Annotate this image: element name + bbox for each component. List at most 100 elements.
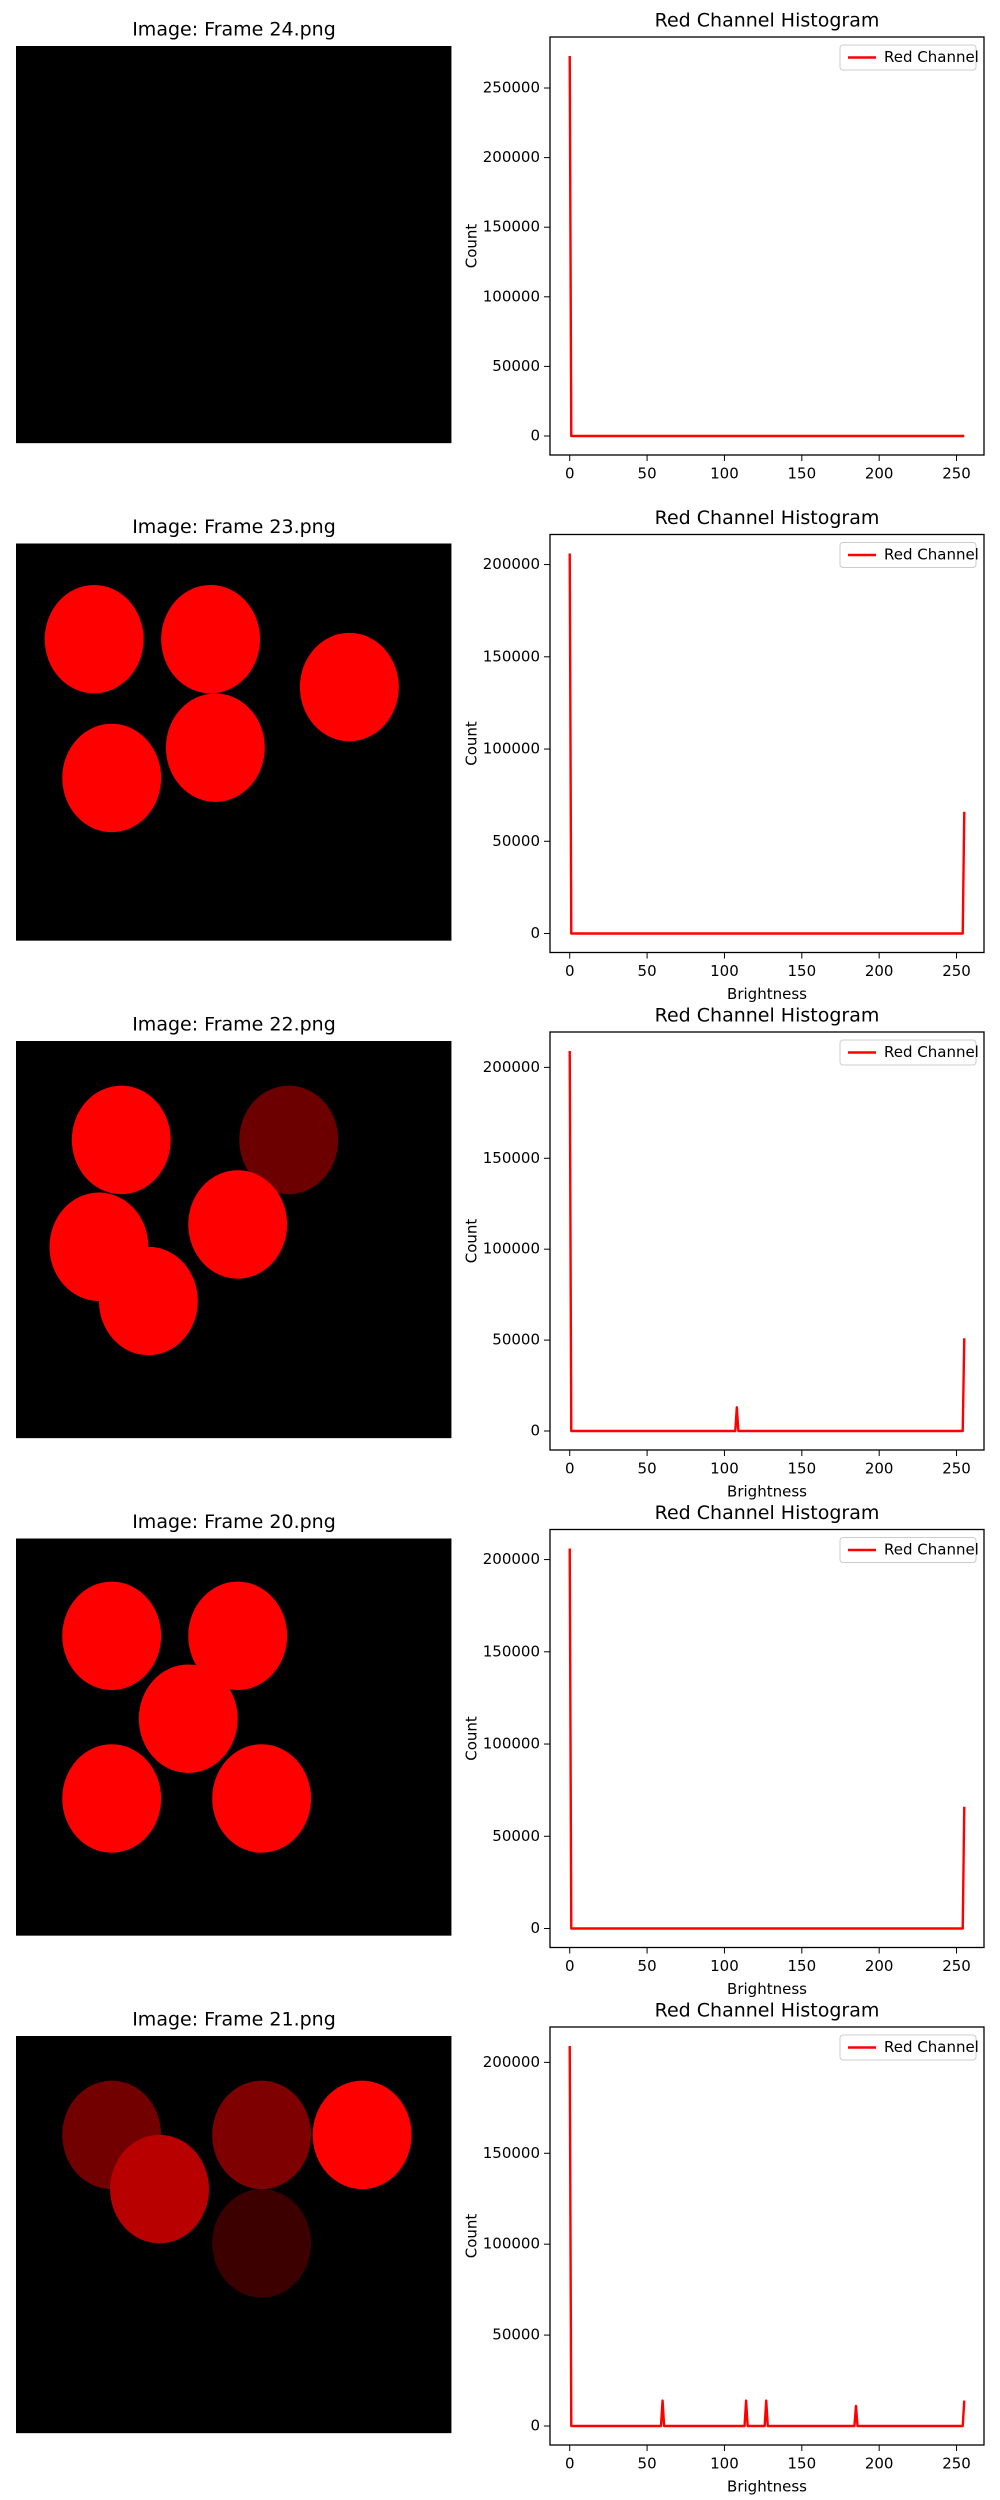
y-tick-label: 100000 [483,740,540,758]
line [568,1548,966,1930]
image-panel [16,543,452,941]
y-tick-label: 200000 [483,2053,540,2071]
x-tick-label: 0 [565,962,575,980]
legend-box [839,44,977,71]
axes-frame [549,36,985,456]
x-tick-label: 100 [710,1957,739,1975]
image-title: Image: Frame 23.png [132,516,336,538]
x-tick-label: 250 [942,962,971,980]
y-tick-label: 0 [530,1919,540,1937]
x-tick-label: 250 [942,465,971,483]
x-tick-label: 150 [787,465,816,483]
y-axis-label: Count [463,721,481,766]
x-tick-label: 150 [787,1460,816,1478]
axes-frame [549,2026,985,2446]
image-title: Image: Frame 24.png [132,19,336,41]
y-tick-label: 200000 [483,148,540,166]
line [568,55,965,438]
chart-title: Red Channel Histogram [655,10,880,32]
circle [188,1170,288,1279]
line [568,553,966,935]
circle [44,584,144,694]
circle [110,2134,209,2244]
x-tick-label: 50 [638,1957,657,1975]
y-tick-label: 0 [530,2417,540,2435]
x-tick-label: 150 [787,962,816,980]
legend-box [839,542,977,568]
legend-label: Red Channel [884,2038,979,2056]
legend-label: Red Channel [884,48,979,66]
axes-frame [549,1528,985,1949]
x-tick-label: 200 [865,1957,894,1975]
circle [299,632,399,742]
line [568,2045,966,2428]
circle [98,1246,198,1356]
y-tick-label: 200000 [483,1058,540,1076]
y-tick-label: 100000 [483,287,540,305]
x-tick-label: 0 [565,1957,575,1975]
x-tick-label: 250 [942,2455,971,2473]
y-tick-label: 50000 [492,1827,540,1845]
y-tick-label: 200000 [483,1550,540,1568]
x-tick-label: 50 [638,465,657,483]
y-axis-label: Count [463,224,481,269]
y-tick-label: 200000 [483,555,540,573]
x-tick-label: 200 [865,465,894,483]
image [16,46,452,444]
image-panel [16,1538,452,1936]
circle [165,693,265,802]
y-tick-label: 150000 [483,218,540,236]
image-title: Image: Frame 22.png [132,1014,336,1036]
y-tick-label: 150000 [483,2144,540,2162]
y-tick-label: 150000 [483,1149,540,1167]
x-tick-label: 100 [710,1460,739,1478]
y-tick-label: 0 [530,924,540,942]
x-tick-label: 200 [865,962,894,980]
chart-title: Red Channel Histogram [655,507,880,529]
x-tick-label: 50 [638,1460,657,1478]
y-tick-label: 250000 [483,79,540,97]
x-tick-label: 250 [942,1957,971,1975]
axes-frame [549,533,985,954]
y-tick-label: 50000 [492,2326,540,2344]
circle [138,1664,238,1773]
circle [212,1744,312,1853]
y-axis-label: Count [463,1716,481,1761]
x-tick-label: 100 [710,962,739,980]
x-tick-label: 0 [565,465,575,483]
y-tick-label: 100000 [483,1735,540,1753]
y-tick-label: 150000 [483,647,540,665]
y-tick-label: 50000 [492,1331,540,1349]
x-axis-label: Brightness [727,985,807,1003]
y-axis-label: Count [463,2214,481,2259]
circle [239,1085,339,1195]
legend-label: Red Channel [884,546,979,564]
axes-frame [549,1031,985,1451]
x-tick-label: 0 [565,1460,575,1478]
y-tick-label: 50000 [492,832,540,850]
x-tick-label: 100 [710,465,739,483]
y-tick-label: 50000 [492,357,540,375]
y-tick-label: 150000 [483,1642,540,1660]
x-tick-label: 200 [865,2455,894,2473]
y-tick-label: 0 [530,427,540,445]
y-tick-label: 100000 [483,2235,540,2253]
image-title: Image: Frame 21.png [132,2009,336,2031]
x-tick-label: 150 [787,1957,816,1975]
x-tick-label: 50 [638,2455,657,2473]
line [568,1050,966,1433]
circle [312,2080,412,2190]
legend-box [839,2034,977,2061]
x-tick-label: 100 [710,2455,739,2473]
image-panel [16,46,452,444]
circle [212,2080,312,2190]
image-panel [16,2036,452,2434]
chart-title: Red Channel Histogram [655,1502,880,1524]
x-tick-label: 250 [942,1460,971,1478]
legend-box [839,1039,977,1066]
circle [71,1085,171,1195]
image-panel [16,1041,452,1439]
legend-label: Red Channel [884,1043,979,1061]
circle [212,2189,312,2298]
